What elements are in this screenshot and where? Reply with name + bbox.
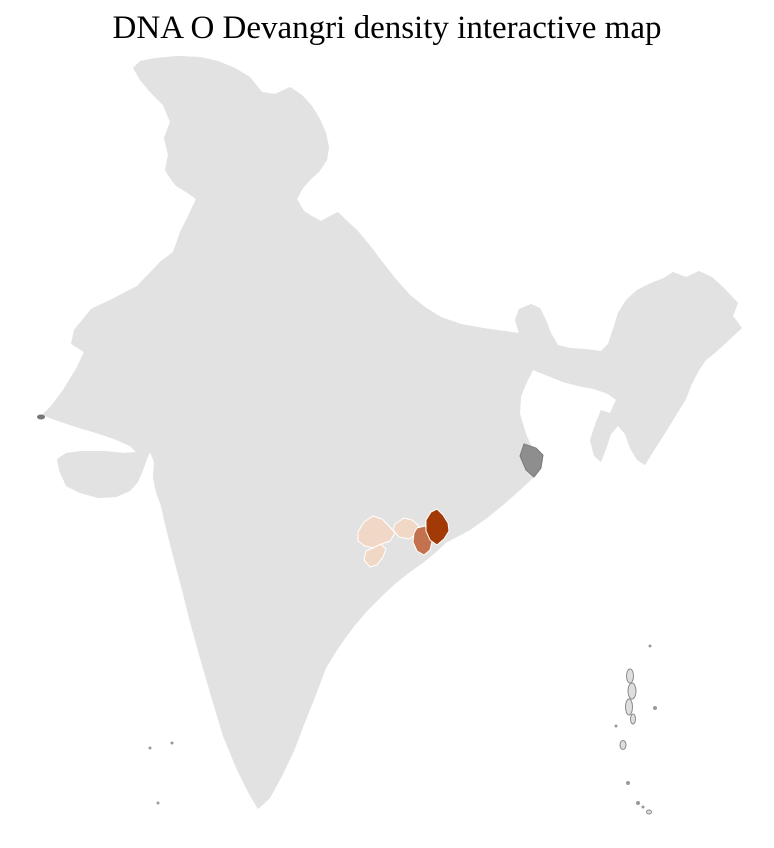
district-high[interactable] [425, 508, 450, 546]
highlighted-districts [357, 508, 450, 568]
andaman-nicobar-islands[interactable] [614, 644, 658, 815]
lakshadweep-islands[interactable] [148, 741, 174, 805]
sundarbans-delta [519, 443, 544, 478]
india-coastline [41, 55, 743, 810]
district-low-west[interactable] [357, 515, 396, 549]
kutch-islet [37, 414, 45, 420]
district-low-south[interactable] [363, 543, 387, 568]
page-title: DNA O Devangri density interactive map [112, 10, 662, 46]
